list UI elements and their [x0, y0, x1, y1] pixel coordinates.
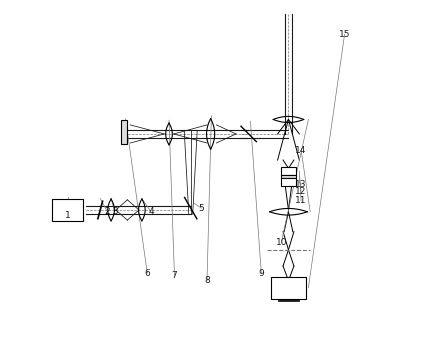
Bar — [281, 178, 296, 186]
Text: 5: 5 — [199, 204, 205, 212]
Text: 15: 15 — [339, 30, 350, 39]
Text: 12: 12 — [295, 188, 307, 196]
Text: 11: 11 — [295, 197, 307, 205]
Text: 2: 2 — [105, 207, 110, 216]
Text: 3: 3 — [112, 207, 117, 216]
Text: 13: 13 — [295, 180, 307, 189]
Bar — [281, 175, 296, 178]
Text: 8: 8 — [204, 276, 210, 285]
Text: 4: 4 — [148, 207, 154, 216]
Text: 1: 1 — [65, 211, 70, 220]
Bar — [120, 120, 127, 144]
Bar — [281, 167, 296, 175]
Text: 9: 9 — [258, 269, 264, 278]
Text: 10: 10 — [276, 238, 287, 247]
Bar — [271, 277, 306, 299]
Text: 7: 7 — [171, 271, 177, 279]
Text: 6: 6 — [144, 269, 150, 278]
Text: 14: 14 — [295, 146, 307, 155]
Bar — [52, 199, 83, 221]
